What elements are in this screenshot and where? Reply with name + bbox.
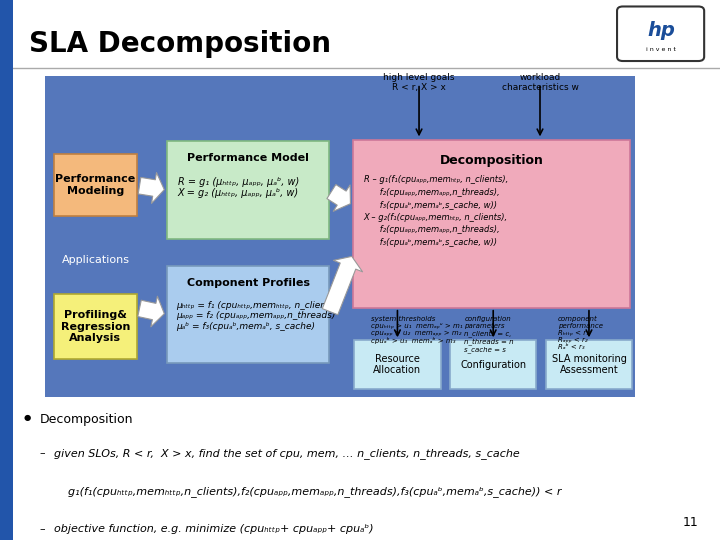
Bar xyxy=(0,0,13,540)
Text: Component Profiles: Component Profiles xyxy=(186,278,310,288)
Text: SLA Decomposition: SLA Decomposition xyxy=(29,30,330,58)
Text: component
performance
Rₕₜₜₚ < r₁
Rₐₚₚ < r₂
Rₐᵇ < r₃: component performance Rₕₜₜₚ < r₁ Rₐₚₚ < … xyxy=(558,316,603,350)
Text: Decomposition: Decomposition xyxy=(439,154,544,167)
Text: hp: hp xyxy=(647,21,675,40)
Text: SLA monitoring
Assessment: SLA monitoring Assessment xyxy=(552,354,626,375)
FancyBboxPatch shape xyxy=(167,141,329,239)
Text: configuration
parameters
n_clients = c,
n_threads = n
s_cache = s: configuration parameters n_clients = c, … xyxy=(464,316,514,353)
Text: i n v e n t: i n v e n t xyxy=(646,47,676,52)
Text: Applications: Applications xyxy=(62,255,130,265)
Bar xyxy=(45,76,635,397)
FancyBboxPatch shape xyxy=(167,266,329,363)
Text: –: – xyxy=(40,448,45,458)
FancyBboxPatch shape xyxy=(450,340,536,389)
FancyBboxPatch shape xyxy=(354,340,441,389)
FancyBboxPatch shape xyxy=(54,154,137,216)
Text: system thresholds
cpuₕₜₜₚ > u₁  memₐₚᵘ > m₁
cpuₐₚₚ > u₂  memₐₚₚ > m₂
cpuₐᵇ > u₃ : system thresholds cpuₕₜₜₚ > u₁ memₐₚᵘ > … xyxy=(371,316,462,344)
Text: μₕₜₜₚ = f₁ (cpuₕₜₜₚ,memₕₜₜₚ, n_clients)
μₐₚₚ = f₂ (cpuₐₚₚ,memₐₚₚ,n_threads)
μₐᵇ : μₕₜₜₚ = f₁ (cpuₕₜₜₚ,memₕₜₜₚ, n_clients) … xyxy=(176,301,338,330)
Text: –: – xyxy=(40,524,45,534)
FancyBboxPatch shape xyxy=(617,6,704,61)
FancyBboxPatch shape xyxy=(353,140,630,308)
Text: ●: ● xyxy=(23,413,30,422)
Text: Performance
Modeling: Performance Modeling xyxy=(55,174,135,195)
Text: Decomposition: Decomposition xyxy=(40,413,133,426)
Text: Configuration: Configuration xyxy=(460,360,526,369)
Text: objective function, e.g. minimize (cpuₕₜₜₚ+ cpuₐₚₚ+ cpuₐᵇ): objective function, e.g. minimize (cpuₕₜ… xyxy=(54,524,374,534)
Text: 11: 11 xyxy=(683,516,698,529)
Text: Resource
Allocation: Resource Allocation xyxy=(374,354,421,375)
Text: Performance Model: Performance Model xyxy=(187,153,309,164)
FancyBboxPatch shape xyxy=(546,340,632,389)
Text: Profiling&
Regression
Analysis: Profiling& Regression Analysis xyxy=(60,310,130,343)
Text: R = g₁ (μₕₜₜₚ, μₐₚₚ, μₐᵇ, w)
X = g₂ (μₕₜₜₚ, μₐₚₚ, μₐᵇ, w): R = g₁ (μₕₜₜₚ, μₐₚₚ, μₐᵇ, w) X = g₂ (μₕₜ… xyxy=(178,177,299,198)
Text: workload
characteristics w: workload characteristics w xyxy=(502,73,578,92)
Text: high level goals
R < r, X > x: high level goals R < r, X > x xyxy=(383,73,455,92)
FancyBboxPatch shape xyxy=(54,294,137,359)
Text: given SLOs, R < r,  X > x, find the set of cpu, mem, … n_clients, n_threads, s_c: given SLOs, R < r, X > x, find the set o… xyxy=(54,448,520,459)
Text: R – g₁(f₁(cpuₐₚₚ,memₕₜₚ, n_clients),
      f₂(cpuₐₚₚ,memₐₚₚ,n_threads),
      f₃: R – g₁(f₁(cpuₐₚₚ,memₕₜₚ, n_clients), f₂(… xyxy=(364,176,508,247)
Text: g₁(f₁(cpuₕₜₜₚ,memₕₜₜₚ,n_clients),f₂(cpuₐₚₚ,memₐₚₚ,n_threads),f₃(cpuₐᵇ,memₐᵇ,s_ca: g₁(f₁(cpuₕₜₜₚ,memₕₜₜₚ,n_clients),f₂(cpuₐ… xyxy=(68,486,562,497)
